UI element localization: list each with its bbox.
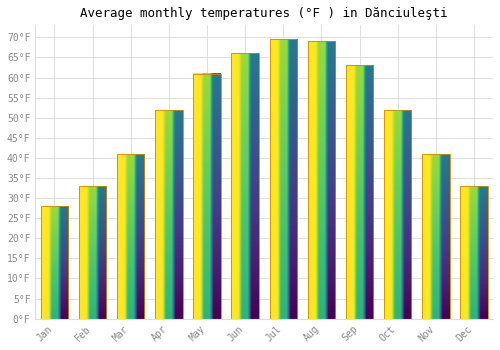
Bar	[460, 186, 487, 318]
Bar	[346, 65, 374, 319]
Bar	[232, 54, 259, 318]
Bar	[40, 206, 68, 318]
Bar	[117, 154, 144, 318]
Bar	[155, 110, 182, 318]
Title: Average monthly temperatures (°F ) in Dănciuleşti: Average monthly temperatures (°F ) in Dă…	[80, 7, 448, 20]
Bar	[270, 39, 297, 318]
Bar	[308, 41, 335, 318]
Bar	[79, 186, 106, 318]
Bar	[193, 74, 220, 318]
Bar	[422, 154, 450, 318]
Bar	[384, 110, 411, 318]
